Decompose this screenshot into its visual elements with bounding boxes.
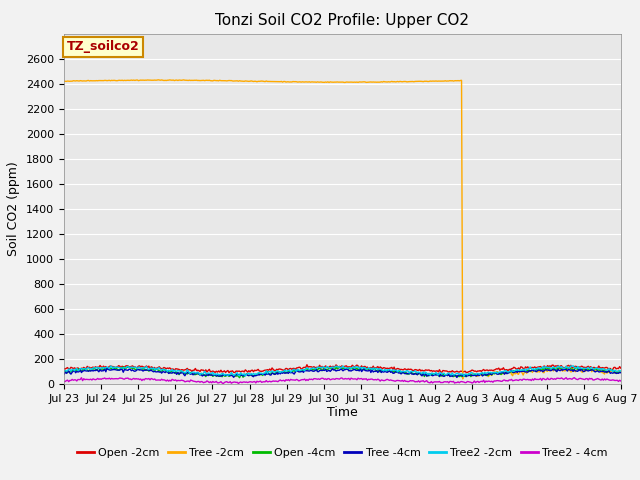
Tree -2cm (466, 372, 474, 377)
Open -4cm (401, 370, 408, 376)
Tree -2cm (154, 77, 162, 83)
Tree2 -2cm (617, 368, 625, 374)
Tree -4cm (472, 373, 479, 379)
Open -2cm (401, 366, 408, 372)
Open -4cm (374, 367, 381, 372)
Open -4cm (236, 375, 243, 381)
Y-axis label: Soil CO2 (ppm): Soil CO2 (ppm) (8, 161, 20, 256)
Line: Tree2 - 4cm: Tree2 - 4cm (64, 378, 621, 384)
Open -4cm (234, 373, 242, 379)
Tree2 -2cm (295, 367, 303, 373)
Tree2 - 4cm (470, 378, 478, 384)
Tree2 - 4cm (234, 381, 242, 386)
Tree -2cm (60, 78, 68, 84)
Title: Tonzi Soil CO2 Profile: Upper CO2: Tonzi Soil CO2 Profile: Upper CO2 (216, 13, 469, 28)
Open -2cm (303, 362, 311, 368)
X-axis label: Time: Time (327, 407, 358, 420)
Tree2 - 4cm (617, 378, 625, 384)
Tree -4cm (234, 372, 242, 378)
Open -2cm (568, 365, 576, 371)
Tree -2cm (315, 79, 323, 85)
Tree2 - 4cm (220, 381, 227, 386)
Open -2cm (60, 366, 68, 372)
Open -4cm (568, 366, 576, 372)
Open -2cm (296, 364, 304, 370)
Text: TZ_soilco2: TZ_soilco2 (67, 40, 140, 53)
Tree -4cm (617, 370, 625, 375)
Tree2 -2cm (470, 371, 478, 377)
Tree2 -2cm (399, 369, 406, 374)
Line: Open -2cm: Open -2cm (64, 365, 621, 372)
Tree -2cm (454, 78, 462, 84)
Tree -2cm (344, 79, 351, 85)
Tree -4cm (453, 374, 461, 380)
Tree2 -2cm (60, 369, 68, 374)
Tree2 -2cm (460, 373, 468, 379)
Tree -2cm (594, 368, 602, 373)
Tree2 -2cm (570, 363, 577, 369)
Tree -4cm (568, 367, 576, 373)
Tree2 - 4cm (567, 376, 575, 382)
Tree2 - 4cm (60, 379, 68, 384)
Line: Open -4cm: Open -4cm (64, 367, 621, 378)
Tree2 - 4cm (570, 375, 578, 381)
Tree -2cm (473, 373, 481, 379)
Open -2cm (225, 370, 233, 375)
Tree -4cm (296, 369, 304, 375)
Open -4cm (60, 369, 68, 374)
Open -4cm (298, 369, 305, 374)
Tree2 -2cm (372, 365, 380, 371)
Open -4cm (472, 372, 479, 378)
Tree2 - 4cm (373, 377, 381, 383)
Open -2cm (472, 368, 479, 374)
Line: Tree -2cm: Tree -2cm (64, 80, 621, 379)
Tree -4cm (399, 370, 407, 375)
Tree -2cm (617, 369, 625, 375)
Tree -4cm (373, 368, 381, 373)
Tree -4cm (103, 365, 111, 371)
Open -2cm (617, 365, 625, 371)
Open -4cm (120, 364, 127, 370)
Legend: Open -2cm, Tree -2cm, Open -4cm, Tree -4cm, Tree2 -2cm, Tree2 - 4cm: Open -2cm, Tree -2cm, Open -4cm, Tree -4… (72, 444, 612, 463)
Tree -4cm (60, 372, 68, 377)
Tree2 -2cm (567, 363, 575, 369)
Open -4cm (617, 370, 625, 375)
Tree2 - 4cm (399, 379, 407, 384)
Open -2cm (374, 364, 381, 370)
Tree2 - 4cm (296, 378, 304, 384)
Line: Tree2 -2cm: Tree2 -2cm (64, 366, 621, 376)
Line: Tree -4cm: Tree -4cm (64, 368, 621, 377)
Open -2cm (234, 368, 242, 374)
Tree2 -2cm (234, 370, 241, 376)
Tree -2cm (459, 376, 467, 382)
